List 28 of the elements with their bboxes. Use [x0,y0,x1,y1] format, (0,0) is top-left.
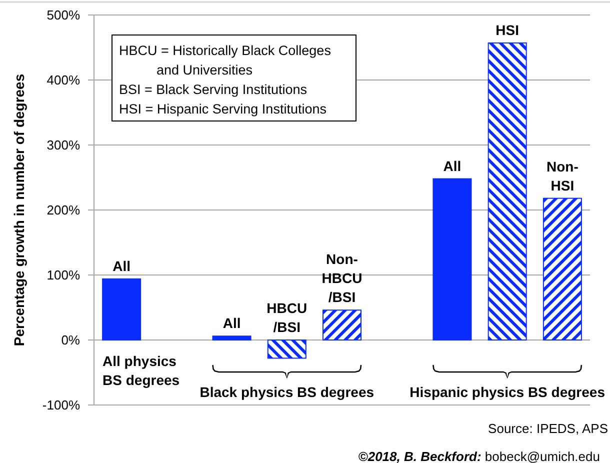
y-tick-label: 500% [46,8,80,23]
bar [488,42,527,340]
annotation: Hispanic physics BS degrees [410,384,606,400]
x-tick-label: HBCU /BSI [266,300,308,335]
x-tick-label: HSI [496,22,520,38]
bar [542,198,582,340]
text: ©2018, B. Beckford: bobeck@umich.edu [358,449,600,463]
annotation: All physics BS degrees [102,353,180,388]
bar [102,278,142,340]
y-tick-label: 100% [46,268,80,283]
bar [322,310,362,340]
x-tick-label: All [112,258,130,274]
y-tick-label: 400% [46,72,80,88]
annotation: Black physics BS degrees [200,384,374,400]
y-tick-label: 200% [46,202,80,218]
y-tick-label: -100% [42,398,80,413]
y-tick-label: 0% [61,332,80,348]
bar [267,340,306,359]
bar [432,178,472,340]
x-tick-label: All [443,158,462,174]
x-tick-label: Non- HBCU /BSI [322,251,362,306]
x-tick-label: Non- HSI [546,158,579,194]
y-tick-label: 300% [46,138,80,153]
bar [212,336,252,340]
y-axis-title: Percentage growth in number of degrees [11,74,27,346]
x-tick-label: All [222,315,241,332]
source-note: Source: IPEDS, APS [488,421,608,436]
annotation: HBCU = Historically Black Colleges and Universities BSI = Black Serving Institutions HSI = Hispanic Serving Institutions [119,43,332,116]
